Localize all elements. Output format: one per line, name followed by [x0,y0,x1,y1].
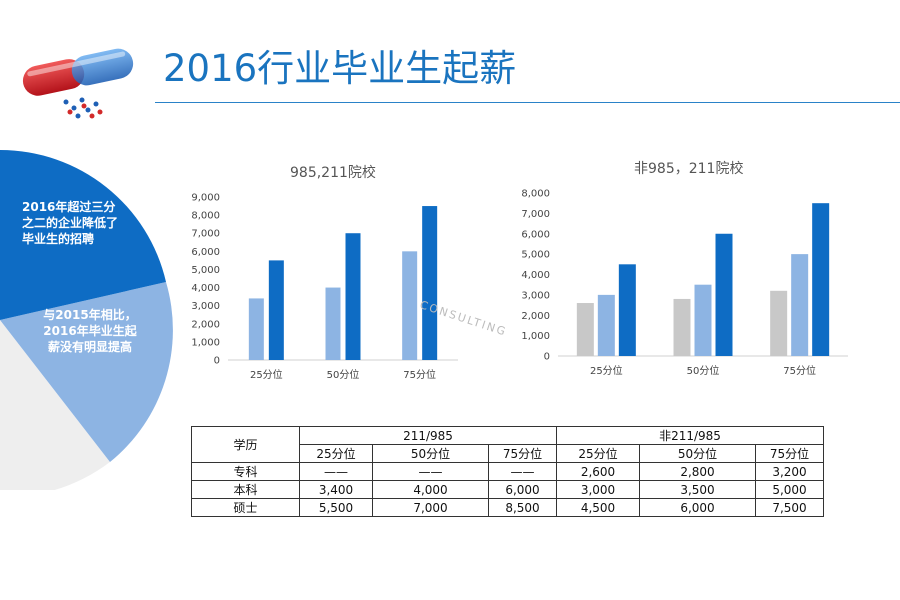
bar-2-50分位-s3 [715,233,733,356]
table-cell: —— [488,462,557,481]
bar-1-75分位-s2 [422,206,438,360]
table-subheader: 75分位 [755,444,824,463]
pill-capsule-icon [22,48,134,119]
row-label: 本科 [191,480,300,499]
pie-label-2: 与2015年相比，2016年毕业生起薪没有明显提高 [43,308,137,354]
pie-segment-light [0,282,173,462]
y-tick-label: 1,000 [521,331,550,342]
bar-2-25分位-s2 [597,294,615,356]
bar-2-25分位-s1 [576,303,594,356]
table-subheader: 50分位 [639,444,756,463]
table-group-211-985: 211/985 [299,426,557,445]
x-tick-label: 25分位 [590,364,623,377]
table-subheader: 75分位 [488,444,557,463]
row-label: 专科 [191,462,300,481]
table-cell: 4,000 [372,480,489,499]
title-underline [155,102,900,103]
pie-label-1: 2016年超过三分之二的企业降低了毕业生的招聘 [22,200,119,246]
y-tick-label: 9,000 [191,193,220,204]
bar-2-50分位-s1 [673,298,691,356]
table-cell: 2,600 [556,462,640,481]
bar-1-50分位-s1 [325,287,341,360]
chart1-title: 985,211院校 [290,165,376,181]
bar-1-25分位-s2 [268,260,284,360]
table-cell: 7,000 [372,498,489,517]
table-cell: 7,500 [755,498,824,517]
x-tick-label: 50分位 [327,368,360,381]
bar-2-75分位-s1 [770,290,788,356]
y-tick-label: 3,000 [191,301,220,312]
table-cell: —— [372,462,489,481]
table-cell: 2,800 [639,462,756,481]
page-title: 2016行业毕业生起薪 [163,47,517,90]
x-tick-label: 50分位 [687,364,720,377]
table-row: 专科 —— —— —— 2,600 2,800 3,200 [191,462,824,481]
table-cell: 8,500 [488,498,557,517]
x-tick-label: 75分位 [403,368,436,381]
table-cell: 3,400 [299,480,373,499]
table-cell: 5,000 [755,480,824,499]
table-cell: 6,000 [488,480,557,499]
x-tick-label: 75分位 [783,364,816,377]
table-subheader: 25分位 [299,444,373,463]
table-header-education: 学历 [191,426,300,463]
table-cell: 6,000 [639,498,756,517]
x-tick-label: 25分位 [250,368,283,381]
bar-2-25分位-s3 [618,264,636,356]
y-tick-label: 8,000 [521,189,550,200]
y-tick-label: 4,000 [191,283,220,294]
y-tick-label: 0 [214,356,220,367]
y-tick-label: 8,000 [191,211,220,222]
y-tick-label: 0 [544,352,550,363]
table-row: 硕士 5,500 7,000 8,500 4,500 6,000 7,500 [191,498,824,517]
y-tick-label: 5,000 [521,250,550,261]
bar-2-50分位-s2 [694,284,712,356]
y-tick-label: 5,000 [191,265,220,276]
table-cell: 5,500 [299,498,373,517]
chart2-non-985-211: 0 1,000 2,000 3,000 4,000 5,000 6,000 7,000 8,00… [521,189,848,377]
y-tick-label: 3,000 [521,290,550,301]
row-label: 硕士 [191,498,300,517]
table-subheader: 50分位 [372,444,489,463]
bar-1-50分位-s2 [345,233,361,360]
y-tick-label: 6,000 [521,229,550,240]
bar-1-25分位-s1 [248,298,264,360]
table-cell: —— [299,462,373,481]
table-subheader: 25分位 [556,444,640,463]
y-tick-label: 2,000 [191,319,220,330]
y-tick-label: 4,000 [521,270,550,281]
pie-segment-dark [0,149,166,320]
table-row: 本科 3,400 4,000 6,000 3,000 3,500 5,000 [191,480,824,499]
salary-table: 学历 211/985 非211/985 25分位 50分位 75分位 25分位 … [191,426,824,517]
pie-segment-gray-main [0,320,110,490]
chart1-985-211: 0 1,000 2,000 3,000 4,000 5,000 6,000 7,000 8,00… [191,193,458,381]
y-tick-label: 7,000 [191,229,220,240]
pie-chart [0,149,173,490]
chart2-title: 非985，211院校 [634,161,744,177]
table-cell: 3,000 [556,480,640,499]
table-group-non-211-985: 非211/985 [556,426,824,445]
y-tick-label: 1,000 [191,337,220,348]
bar-1-75分位-s1 [402,251,418,360]
table-cell: 4,500 [556,498,640,517]
bar-2-75分位-s3 [812,203,830,356]
y-tick-label: 7,000 [521,209,550,220]
table-cell: 3,500 [639,480,756,499]
table-cell: 3,200 [755,462,824,481]
y-tick-label: 6,000 [191,247,220,258]
bar-2-75分位-s2 [791,254,809,356]
y-tick-label: 2,000 [521,311,550,322]
